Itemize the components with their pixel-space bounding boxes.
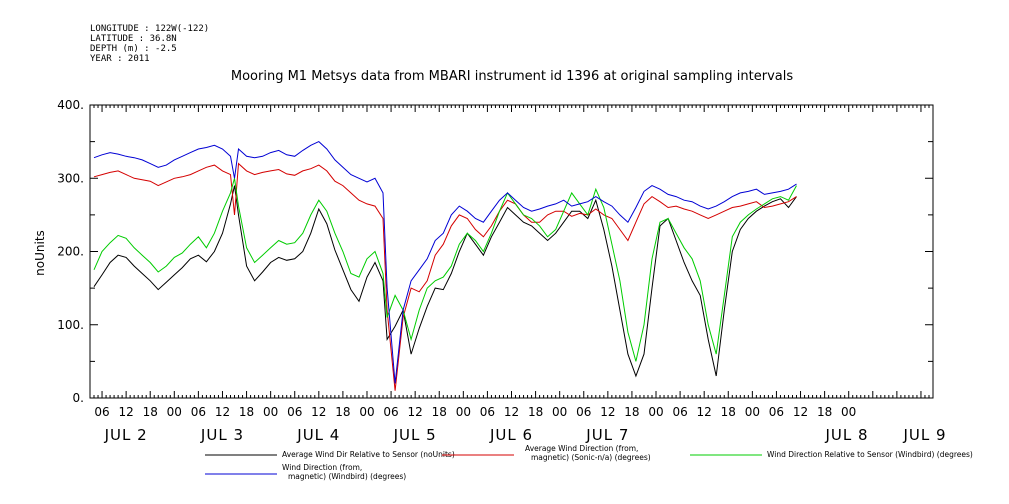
x-tick-label: 00 [359,405,374,419]
x-day-label: JUL 9 [902,426,946,444]
x-tick-label: 00 [552,405,567,419]
x-tick-label: 00 [841,405,856,419]
x-tick-label: 12 [311,405,326,419]
y-tick-label: 400. [57,98,84,112]
legend-label-3: Wind Direction Relative to Sensor (Windb… [767,450,973,459]
x-day-label: JUL 8 [824,426,868,444]
x-tick-label: 06 [769,405,784,419]
x-tick-label: 06 [94,405,109,419]
chart-title: Mooring M1 Metsys data from MBARI instru… [231,69,793,84]
y-tick-label: 200. [57,245,84,259]
legend: Average Wind Dir Relative to Sensor (noU… [205,444,973,481]
x-tick-label: 12 [697,405,712,419]
x-tick-label: 00 [745,405,760,419]
x-tick-label: 06 [383,405,398,419]
x-tick-label: 12 [504,405,519,419]
x-tick-label: 12 [793,405,808,419]
meta-longitude: LONGITUDE : 122W(-122) [90,24,209,34]
x-tick-label: 06 [480,405,495,419]
x-tick-label: 00 [167,405,182,419]
meta-depth: DEPTH (m) : -2.5 [90,44,177,54]
x-tick-label: 06 [576,405,591,419]
x-tick-label: 18 [143,405,158,419]
legend-label-4: Wind Direction (from, magnetic) (Windbird… [282,463,406,481]
x-tick-label: 18 [721,405,736,419]
x-tick-label: 18 [624,405,639,419]
x-tick-label: 00 [263,405,278,419]
x-day-label: JUL 4 [296,426,340,444]
x-tick-label: 18 [528,405,543,419]
y-tick-label: 100. [57,318,84,332]
plot-area [93,141,797,391]
meta-latitude: LATITUDE : 36.8N [90,34,177,44]
x-day-label: JUL 6 [489,426,533,444]
x-tick-label: 00 [648,405,663,419]
x-tick-label: 18 [335,405,350,419]
x-tick-label: 12 [408,405,423,419]
series-line-4 [93,141,797,384]
x-day-label: JUL 3 [200,426,244,444]
x-tick-label: 18 [432,405,447,419]
x-tick-label: 12 [118,405,133,419]
x-tick-label: 06 [672,405,687,419]
y-axis-label: noUnits [33,230,47,276]
x-tick-label: 12 [600,405,615,419]
x-day-label: JUL 5 [393,426,437,444]
legend-label-2: Average Wind Direction (from, magnetic) (… [525,444,651,462]
x-tick-label: 00 [456,405,471,419]
x-tick-label: 06 [287,405,302,419]
series-line-1 [93,185,797,378]
plot-frame [89,104,934,399]
x-tick-label: 12 [215,405,230,419]
x-tick-label: 18 [239,405,254,419]
x-day-label: JUL 2 [104,426,148,444]
legend-label-1: Average Wind Dir Relative to Sensor (noU… [282,450,455,459]
meta-year: YEAR : 2011 [90,54,150,64]
x-tick-label: 06 [191,405,206,419]
x-tick-label: 18 [817,405,832,419]
y-tick-label: 300. [57,171,84,185]
x-day-label: JUL 7 [585,426,629,444]
y-tick-label: 0. [73,391,84,405]
series-line-2 [93,162,797,391]
axes: 0. 100. 200. 300. 400. 06 12 18 00 06 12 18 00 06 12 18… [57,98,946,444]
series-line-3 [93,178,797,362]
